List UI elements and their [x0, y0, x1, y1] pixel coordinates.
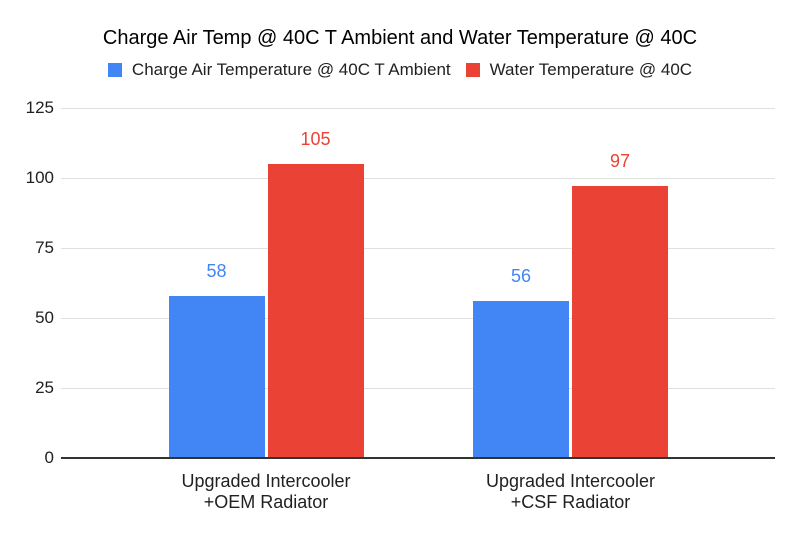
bar-series2-category1: [267, 164, 364, 458]
y-axis-tick-label: 25: [35, 378, 54, 397]
x-axis-category-label-line: +CSF Radiator: [510, 492, 631, 512]
gridline: [61, 177, 775, 179]
bar-value-label: 97: [609, 151, 631, 172]
y-axis-tick-label: 50: [35, 308, 54, 327]
y-axis-tick-label: 0: [44, 448, 54, 467]
x-axis-category-label: Upgraded Intercooler +OEM Radiator: [181, 471, 350, 513]
y-axis-tick-label: 75: [35, 238, 54, 257]
gridline: [61, 247, 775, 249]
legend-item: Water Temperature @ 40C: [465, 60, 693, 80]
legend-color-swatch: [107, 63, 122, 77]
gridline: [61, 317, 775, 319]
bar-series2-category2: [572, 186, 668, 458]
legend-label: Water Temperature @ 40C: [489, 60, 693, 79]
bar-series1-category1: [168, 295, 265, 458]
x-axis-category-label: Upgraded Intercooler +CSF Radiator: [486, 471, 655, 513]
x-axis-category-label-line: Upgraded Intercooler: [181, 471, 351, 491]
chart-legend: Charge Air Temperature @ 40C T Ambient Wa…: [0, 60, 800, 80]
bar-value-label: 58: [206, 260, 227, 281]
x-axis-baseline: [61, 457, 775, 459]
y-axis-tick-label: 100: [25, 168, 54, 187]
x-axis-category-label-line: Upgraded Intercooler: [485, 471, 656, 491]
chart-title: Charge Air Temp @ 40C T Ambient and Wate…: [102, 27, 698, 49]
gridline: [61, 387, 775, 389]
bar-series1-category2: [473, 301, 569, 458]
bar-value-label: 105: [300, 129, 331, 149]
plot-area: 58 56 105 97: [61, 107, 775, 459]
legend-label: Charge Air Temperature @ 40C T Ambient: [131, 60, 451, 79]
legend-item: Charge Air Temperature @ 40C T Ambient: [107, 60, 451, 80]
x-axis-category-label-line: +OEM Radiator: [203, 492, 329, 512]
bar-value-label: 56: [510, 266, 532, 287]
y-axis-tick-label: 125: [25, 98, 54, 117]
gridline: [61, 107, 775, 109]
legend-color-swatch: [465, 63, 480, 77]
